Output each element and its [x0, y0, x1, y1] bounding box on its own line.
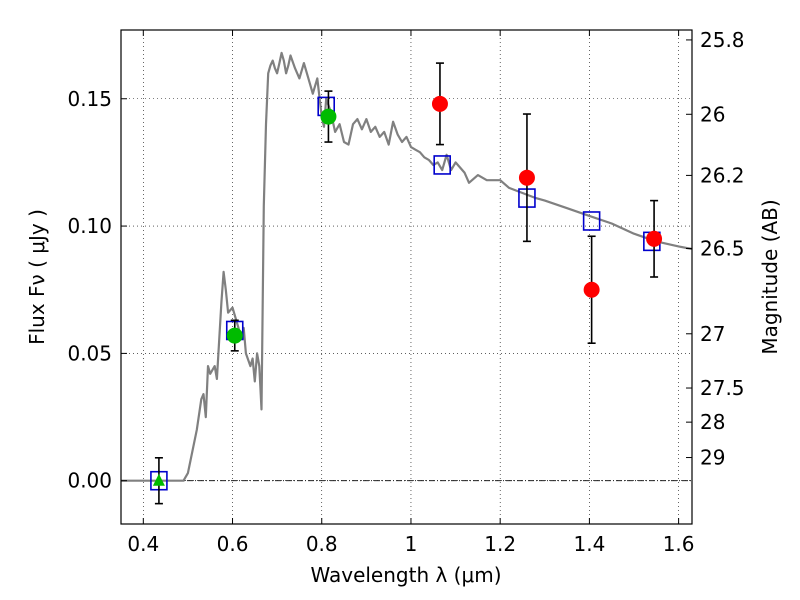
model-spectrum — [121, 51, 692, 482]
x-tick-label: 1.6 — [663, 532, 695, 556]
y-tick-label: 0.00 — [67, 469, 112, 493]
x-tick-label: 1.2 — [484, 532, 516, 556]
x-tick-label: 1.4 — [573, 532, 605, 556]
circle-marker — [583, 281, 600, 298]
right-tick-label: 29 — [700, 446, 725, 470]
circle-marker — [646, 230, 663, 247]
ticks — [121, 30, 692, 524]
x-tick-label: 0.8 — [306, 532, 338, 556]
y-tick-label: 0.15 — [67, 87, 112, 111]
plot-frame — [120, 29, 693, 525]
triangle-marker — [152, 473, 165, 486]
square-marker — [582, 211, 601, 231]
x-axis-title: Wavelength λ (μm) — [310, 563, 501, 587]
circle-marker — [518, 169, 535, 186]
x-tick-label: 1 — [405, 532, 418, 556]
plot-background — [121, 30, 692, 524]
right-tick-label: 27.5 — [700, 376, 745, 400]
right-tick-label: 26.5 — [700, 236, 745, 260]
spectrum-line — [121, 51, 692, 482]
right-tick-label: 26.2 — [700, 163, 745, 187]
circle-marker — [431, 95, 448, 112]
y-axis-right-title: Magnitude (AB) — [758, 199, 782, 354]
circle-marker — [226, 327, 243, 344]
y-tick-labels: 0.00 0.05 0.10 0.15 — [67, 87, 112, 493]
x-tick-labels: 0.4 0.6 0.8 1 1.2 1.4 1.6 — [127, 532, 694, 556]
right-tick-label: 27 — [700, 322, 725, 346]
right-tick-label: 25.8 — [700, 28, 745, 52]
y-tick-label: 0.05 — [67, 341, 112, 365]
y-tick-label: 0.10 — [67, 214, 112, 238]
right-tick-labels: 25.8 26 26.2 26.5 27 27.5 28 29 — [700, 28, 745, 470]
right-tick-label: 28 — [700, 410, 725, 434]
circle-marker — [320, 108, 337, 125]
data-points — [150, 62, 663, 505]
x-tick-label: 0.6 — [217, 532, 249, 556]
y-axis-title: Flux Fν ( μJy ) — [25, 209, 49, 345]
x-tick-label: 0.4 — [127, 532, 159, 556]
square-marker — [433, 155, 451, 175]
right-tick-label: 26 — [700, 102, 725, 126]
